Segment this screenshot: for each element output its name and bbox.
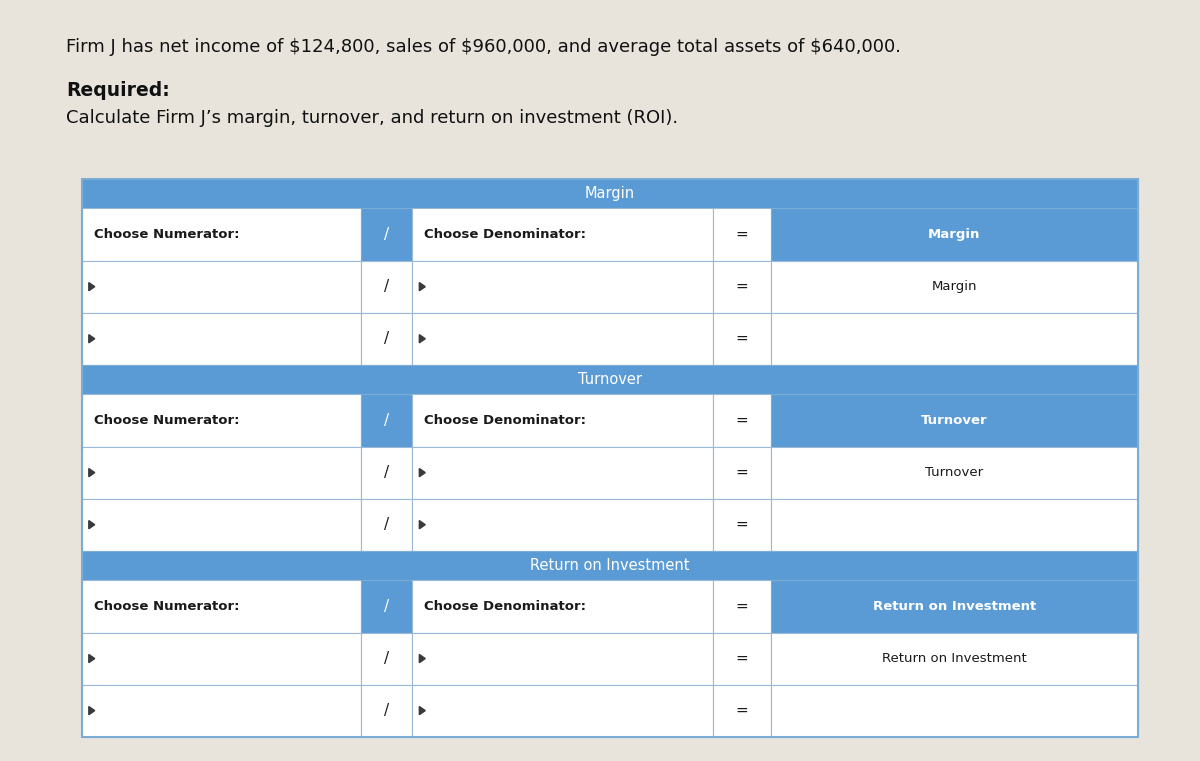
Text: /: /	[384, 517, 389, 532]
Text: /: /	[384, 599, 389, 613]
Text: =: =	[736, 227, 749, 242]
Text: =: =	[736, 703, 749, 718]
Text: =: =	[736, 517, 749, 532]
Text: Choose Numerator:: Choose Numerator:	[94, 600, 239, 613]
Text: =: =	[736, 651, 749, 666]
Text: =: =	[736, 279, 749, 295]
Text: Turnover: Turnover	[925, 466, 984, 479]
Text: =: =	[736, 412, 749, 428]
Text: Calculate Firm J’s margin, turnover, and return on investment (ROI).: Calculate Firm J’s margin, turnover, and…	[66, 109, 678, 127]
Text: Choose Denominator:: Choose Denominator:	[424, 228, 586, 240]
Text: /: /	[384, 465, 389, 480]
Text: =: =	[736, 465, 749, 480]
Text: /: /	[384, 412, 389, 428]
Text: /: /	[384, 651, 389, 666]
Text: Return on Investment: Return on Investment	[530, 558, 689, 572]
Text: Choose Denominator:: Choose Denominator:	[424, 600, 586, 613]
Text: Return on Investment: Return on Investment	[872, 600, 1036, 613]
Text: Turnover: Turnover	[922, 413, 988, 427]
Text: /: /	[384, 279, 389, 295]
Text: Choose Denominator:: Choose Denominator:	[424, 413, 586, 427]
Text: Return on Investment: Return on Investment	[882, 652, 1027, 665]
Text: Margin: Margin	[931, 280, 977, 293]
Text: =: =	[736, 599, 749, 613]
Text: Choose Numerator:: Choose Numerator:	[94, 228, 239, 240]
Text: Choose Numerator:: Choose Numerator:	[94, 413, 239, 427]
Text: Required:: Required:	[66, 81, 169, 100]
Text: /: /	[384, 227, 389, 242]
Text: /: /	[384, 703, 389, 718]
Text: Margin: Margin	[584, 186, 635, 201]
Text: Margin: Margin	[928, 228, 980, 240]
Text: =: =	[736, 331, 749, 346]
Text: Firm J has net income of $124,800, sales of $960,000, and average total assets o: Firm J has net income of $124,800, sales…	[66, 38, 901, 56]
Text: Turnover: Turnover	[577, 371, 642, 387]
Text: /: /	[384, 331, 389, 346]
